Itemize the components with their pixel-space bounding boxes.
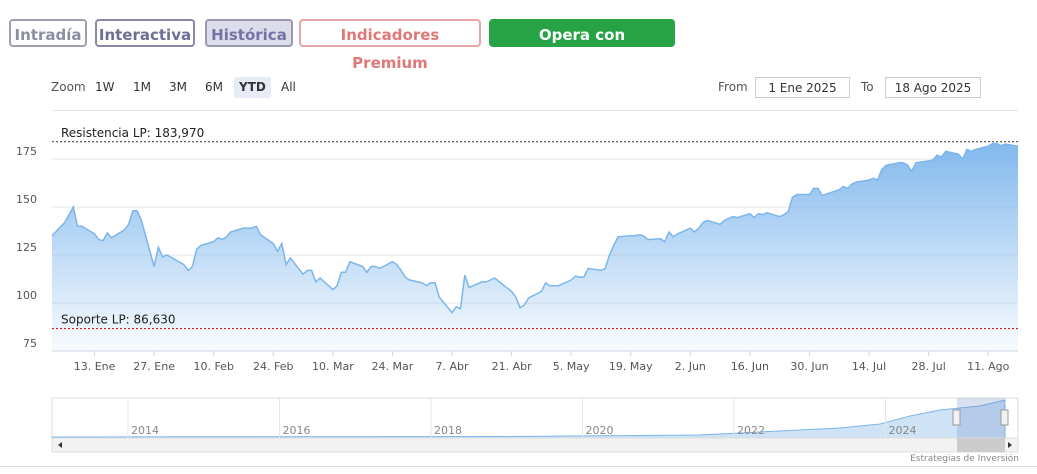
credit: Estrategias de Inversión — [910, 454, 1019, 464]
y-tick-label: 100 — [16, 289, 37, 302]
zoom-button[interactable]: All — [281, 80, 296, 94]
zoom-label: Zoom — [51, 80, 86, 94]
y-tick-label: 125 — [16, 241, 37, 254]
tab-active[interactable]: Histórica — [205, 19, 293, 47]
zoom-button[interactable]: 3M — [169, 80, 187, 94]
x-tick-label: 10. Mar — [312, 360, 354, 373]
from-label: From — [718, 80, 748, 94]
x-tick-label: 19. May — [609, 360, 653, 373]
x-tick-label: 5. May — [553, 360, 590, 373]
x-tick-label: 16. Jun — [731, 360, 769, 373]
x-tick-label: 28. Jul — [912, 360, 946, 373]
zoom-button[interactable]: 1W — [95, 80, 115, 94]
area-fill — [52, 143, 1018, 351]
tab[interactable]: Intradía — [9, 19, 87, 47]
x-tick-label: 10. Feb — [193, 360, 233, 373]
scrollbar[interactable] — [51, 437, 1019, 453]
navigator-label: 2024 — [889, 424, 917, 437]
x-tick-label: 14. Jul — [852, 360, 886, 373]
x-tick-label: 13. Ene — [74, 360, 116, 373]
zoom-button-active[interactable]: YTD — [234, 77, 271, 98]
navigator-handle[interactable] — [1000, 409, 1009, 426]
x-tick-label: 21. Abr — [492, 360, 532, 373]
tab[interactable]: Interactiva — [95, 19, 195, 47]
navigator-label: 2016 — [283, 424, 311, 437]
navigator-label: 2022 — [737, 424, 765, 437]
to-label: To — [861, 80, 874, 94]
x-tick-label: 24. Mar — [372, 360, 414, 373]
to-input[interactable]: 18 Ago 2025 — [885, 77, 981, 98]
level-label: Resistencia LP: 183,970 — [61, 126, 204, 140]
y-tick-label: 175 — [16, 145, 37, 158]
x-tick-label: 30. Jun — [790, 360, 828, 373]
navigator-handle[interactable] — [952, 409, 961, 426]
scrollbar-thumb[interactable] — [957, 438, 1005, 452]
navigator-label: 2018 — [434, 424, 462, 437]
area-line — [51, 142, 1019, 314]
x-tick-label: 11. Ago — [967, 360, 1009, 373]
x-tick-label: 24. Feb — [253, 360, 293, 373]
tab[interactable]: Indicadores Premium — [299, 19, 481, 72]
level-label: Soporte LP: 86,630 — [61, 313, 176, 327]
navigator-mask[interactable] — [957, 398, 1005, 438]
y-tick-label: 75 — [23, 337, 37, 350]
navigator: 2014 2016 2018 2020 2022 2024 — [51, 397, 1019, 453]
zoom-button[interactable]: 1M — [133, 80, 151, 94]
x-tick-label: 2. Jun — [675, 360, 706, 373]
from-input[interactable]: 1 Ene 2025 — [755, 77, 850, 98]
x-tick-label: 7. Abr — [436, 360, 469, 373]
zoom-button[interactable]: 6M — [205, 80, 223, 94]
navigator-series — [51, 399, 1006, 439]
navigator-label: 2020 — [586, 424, 614, 437]
y-tick-label: 150 — [16, 193, 37, 206]
x-tick-label: 27. Ene — [133, 360, 175, 373]
navigator-label: 2014 — [131, 424, 159, 437]
cta-button[interactable]: Opera con Freedom24 — [489, 19, 675, 72]
